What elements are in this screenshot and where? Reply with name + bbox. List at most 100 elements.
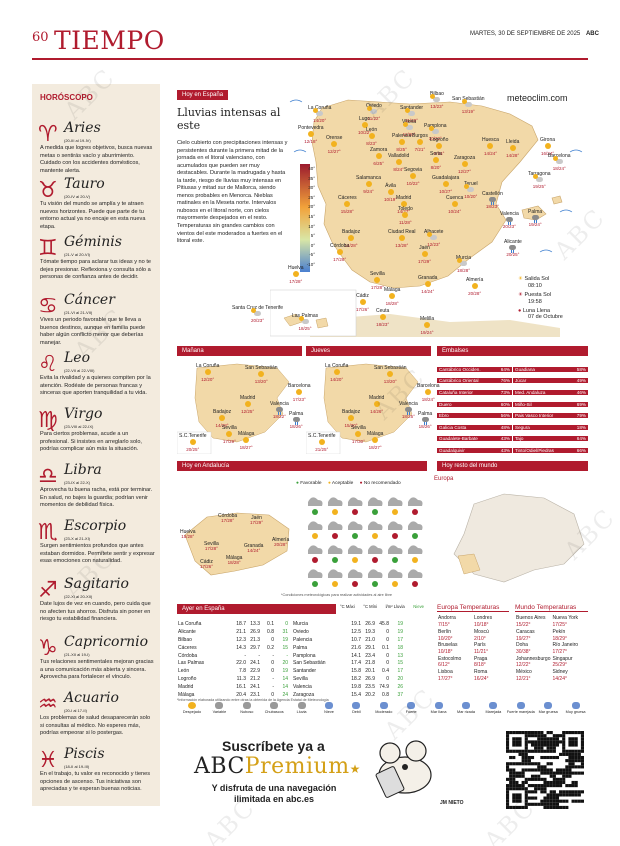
yesterday-value: 17 xyxy=(397,668,403,675)
activity-icon xyxy=(368,545,383,563)
city-temp: 12/20° xyxy=(201,376,215,382)
sign-name: Capricornio xyxy=(64,634,149,650)
reservoir-name: Pais Vasco Interior xyxy=(515,413,554,419)
temp-city: Sidney xyxy=(552,668,568,675)
city-name: Logroño xyxy=(430,137,449,143)
temp-scale-labels: 40° 35° 30° 25° 20° 15° 10° 5° 0° -5° -10° xyxy=(301,164,315,270)
reservoir-cell: Tajo 64% xyxy=(513,436,588,442)
city-name: Tarragona xyxy=(528,171,551,177)
yesterday-tag: Ayer en España xyxy=(177,604,336,614)
yesterday-value: 21.3 xyxy=(250,636,260,643)
world-region: Europa xyxy=(434,476,454,482)
city-name: Badajoz xyxy=(213,409,232,415)
andalucia-city: Jaén 17/29° xyxy=(250,515,263,526)
map-city: Lugo 10/22° xyxy=(358,116,371,135)
temp-row: 10/20° 2/10° xyxy=(437,635,509,642)
reservoir-row: Guadalquivir 43% Tinto/Odiel/Piedras 66% xyxy=(437,445,588,456)
map-brand: meteoclim.com xyxy=(507,93,568,103)
city-name: S.C.Tenerife xyxy=(179,433,207,439)
piscis-icon: ♓ xyxy=(38,748,58,773)
sign-name: Sagitario xyxy=(64,576,129,592)
sign-text: Los problemas de salud desaparecerán sol… xyxy=(40,715,151,737)
map-city: Santa Cruz de Tenerife 20/23° xyxy=(232,305,283,323)
forecast-city: Palma 18/26° xyxy=(418,411,432,429)
city-temp: 8/20° xyxy=(430,164,442,170)
legend-icon xyxy=(462,702,470,709)
legend-item: Muy gruesa xyxy=(561,702,591,714)
temp-value: 10/18° xyxy=(474,622,489,629)
reservoir-cell: Cataluña Interior 73% xyxy=(437,389,512,395)
reservoir-cell: Júcar 49% xyxy=(513,378,588,384)
temp-city: Pekín xyxy=(552,628,566,635)
map-city: Cáceres 15/28° xyxy=(338,195,357,214)
yesterday-value: 19 xyxy=(397,620,403,627)
yesterday-value: 14.3 xyxy=(236,644,246,651)
col-max: °C Máxi xyxy=(340,604,355,609)
city-name: Sevilla xyxy=(222,425,237,431)
leo-icon: ♌ xyxy=(38,352,58,377)
temp-city: Lisboa xyxy=(438,668,453,675)
legend-icon xyxy=(379,702,388,709)
reservoir-name: Segura xyxy=(515,424,530,430)
legend-item: Mar gruesa xyxy=(533,702,563,714)
temp-value: 16/24° xyxy=(474,675,489,682)
city-name: Málaga xyxy=(226,555,243,561)
temp-row: México Sidney xyxy=(515,669,587,676)
city-temp: 15/28° xyxy=(340,208,354,214)
city-temp: 18/22° xyxy=(272,413,286,419)
city-temp: 11/20° xyxy=(402,131,416,137)
forecast-city: Badajoz 15/30° xyxy=(342,409,360,428)
yesterday-value: 20.1 xyxy=(365,668,375,675)
city-name: La Coruña xyxy=(196,363,220,369)
legend-item: Mar Ilana xyxy=(424,702,454,714)
yesterday-row: Palma 21.6 29.1 0.1 18 xyxy=(292,644,404,652)
city-temp: 20/23° xyxy=(251,317,265,323)
city-temp: 19/25° xyxy=(532,183,546,189)
weather-icon xyxy=(428,126,439,135)
reservoir-name: Tajo xyxy=(515,436,524,442)
yesterday-row: Bilbao 12.3 21.3 0 19 xyxy=(177,636,289,644)
yesterday-value: 20 xyxy=(397,676,403,683)
yesterday-value: 37 xyxy=(397,691,403,698)
map-city: Soria 8/20° xyxy=(430,151,442,170)
temp-scale-label: -10° xyxy=(306,261,315,267)
city-temp: 13/20° xyxy=(254,378,268,384)
city-name: Valencia xyxy=(399,401,418,407)
weather-icon xyxy=(432,157,439,164)
wind-arrows xyxy=(289,99,583,253)
weather-icon xyxy=(427,232,438,241)
icon-legend: Despejado Variable Nuboso Chubascos Lluvia Ni… xyxy=(177,702,588,722)
yesterday-value: 0 xyxy=(271,636,274,643)
map-city: Pamplona 10/22° xyxy=(424,123,447,141)
europe-temps: Europa Temperaturas Andorra Londres 7/15° 1… xyxy=(437,604,509,682)
reservoir-value: 49% xyxy=(576,378,586,384)
yesterday-value: 0 xyxy=(386,676,389,683)
temp-value: 12/21° xyxy=(516,675,531,682)
activity-icon xyxy=(308,497,323,515)
city-temp: 16/24° xyxy=(540,150,555,156)
sunset-icon: ☀ xyxy=(518,291,523,298)
map-city: Jaén 17/29° xyxy=(418,245,431,264)
qr-code-icon[interactable] xyxy=(506,731,584,809)
city-name: Murcia xyxy=(456,255,472,261)
legend-item: Chubascos xyxy=(259,702,289,714)
yesterday-value: 22.0 xyxy=(236,660,246,667)
yesterday-city: Logroño xyxy=(178,676,197,683)
sign-name: Piscis xyxy=(64,746,105,762)
legend-label: Mar Ilana xyxy=(430,710,447,714)
yesterday-city: Alicante xyxy=(178,628,196,635)
city-name: Cádiz xyxy=(356,293,369,299)
temp-row: 17/27° 16/24° xyxy=(437,675,509,682)
temp-row: Buenos Aires Nueva York xyxy=(515,615,587,622)
map-city: Teruel 10/20° xyxy=(464,181,478,199)
reservoir-cell: Ebro 56% xyxy=(437,413,512,419)
weather-icon xyxy=(374,277,381,284)
yesterday-row: Zaragoza 15.4 20.2 0.8 37 xyxy=(292,691,404,699)
yesterday-city: La Coruña xyxy=(178,620,202,627)
temp-city: Estocolmo xyxy=(438,655,462,662)
yesterday-row: Oviedo 12.5 19.3 0 19 xyxy=(292,628,404,636)
weather-icon xyxy=(402,212,409,219)
yesterday-row: Valencia 19.8 23.5 74.9 26 xyxy=(292,683,404,691)
city-name: Vitoria xyxy=(402,119,417,125)
weather-icon xyxy=(488,197,496,206)
